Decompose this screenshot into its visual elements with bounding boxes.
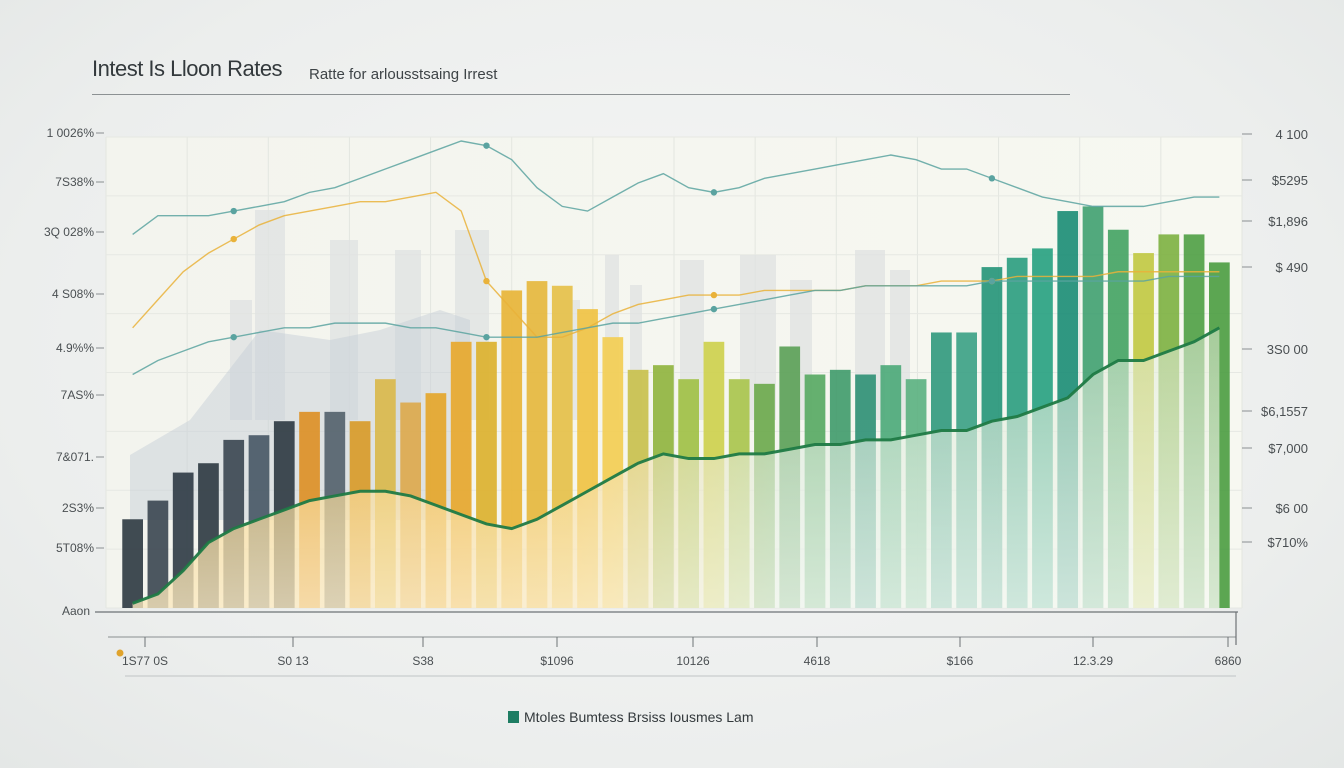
bar [147,500,169,608]
series-marker [710,189,718,196]
x-tick-label: 4618 [804,654,831,668]
chart-header: Intest Is Lloon Rates Ratte for arlousst… [92,54,1070,95]
right-tick-label: $6,1557 [1261,404,1308,419]
x-tick-label: $166 [947,654,974,668]
right-tick-label: $7,000 [1268,441,1308,456]
series-line [132,326,1221,605]
series-marker [988,277,996,285]
legend: Mtoles Bumtess Brsiss Iousmes Lam [508,709,754,725]
skyline-building [395,250,421,420]
right-tick-label: 4 100 [1275,127,1308,142]
right-tick-label: $ 490 [1275,260,1308,275]
legend-label: Mtoles Bumtess Brsiss Iousmes Lam [524,709,754,725]
chart-subtitle: Ratte for arlousstsaing Irrest [309,66,498,83]
right-tick-label: $1,896 [1268,214,1308,229]
series-marker [230,235,237,243]
x-tick-label: $1096 [540,654,574,668]
x-tick-label: S38 [412,654,434,668]
x-tick-label: 6860 [1215,654,1242,668]
legend-swatch [508,711,519,723]
axes: Aaon [62,604,1238,677]
x-axis-ticks: 1S77 0S S0 13 S38 $1096 10126 4618 $166 12.3.29… [116,637,1242,668]
left-tick-label: 7S38% [55,175,94,189]
left-axis-label: Aaon [62,604,90,618]
skyline-building [255,210,285,420]
left-tick-label: 7AS% [61,388,95,402]
right-axis-ticks: 4 100 $5295 $1,896 $ 490 3S0 00 $6,1557 $7,000… [1242,127,1308,550]
area-band [132,327,1220,608]
left-tick-label: 7&071. [56,450,94,464]
series-marker [230,207,237,215]
left-tick-label: 4.9%% [56,341,94,355]
right-tick-label: $6 00 [1275,501,1308,516]
series-marker [483,277,490,285]
left-tick-label: 4 S08% [52,287,94,301]
right-tick-label: $5295 [1272,173,1308,188]
x-tick-label: 12.3.29 [1073,654,1113,668]
x-tick-label: S0 13 [277,654,309,668]
left-tick-label: 1 0026% [47,126,95,140]
series-marker [483,142,490,149]
skyline-building [330,240,358,420]
right-tick-label: 3S0 00 [1267,342,1308,357]
series-marker [988,175,996,182]
x-tick-label: 1S77 0S [122,654,168,668]
chart-title: Intest Is Lloon Rates [92,56,283,81]
left-tick-label: 3Q 028% [44,225,94,239]
series-marker [230,333,237,341]
bar [122,519,143,608]
x-axis-origin-marker [116,649,124,657]
right-tick-label: $710% [1268,535,1309,550]
series-marker [483,333,490,341]
series-line [132,140,1220,235]
left-tick-label: 5T08% [56,541,94,555]
area-fade [132,327,1220,608]
overlay-lines [132,140,1221,605]
series-line [132,275,1220,376]
left-tick-label: 2S3% [62,501,94,515]
series-marker [710,305,718,313]
series-line [132,191,1220,338]
x-tick-label: 10126 [676,654,710,668]
left-axis-ticks: 1 0026% 7S38% 3Q 028% 4 S08% 4.9%% 7AS% 7&071.… [44,126,104,555]
skyline-building [230,300,252,420]
series-marker [710,291,718,299]
